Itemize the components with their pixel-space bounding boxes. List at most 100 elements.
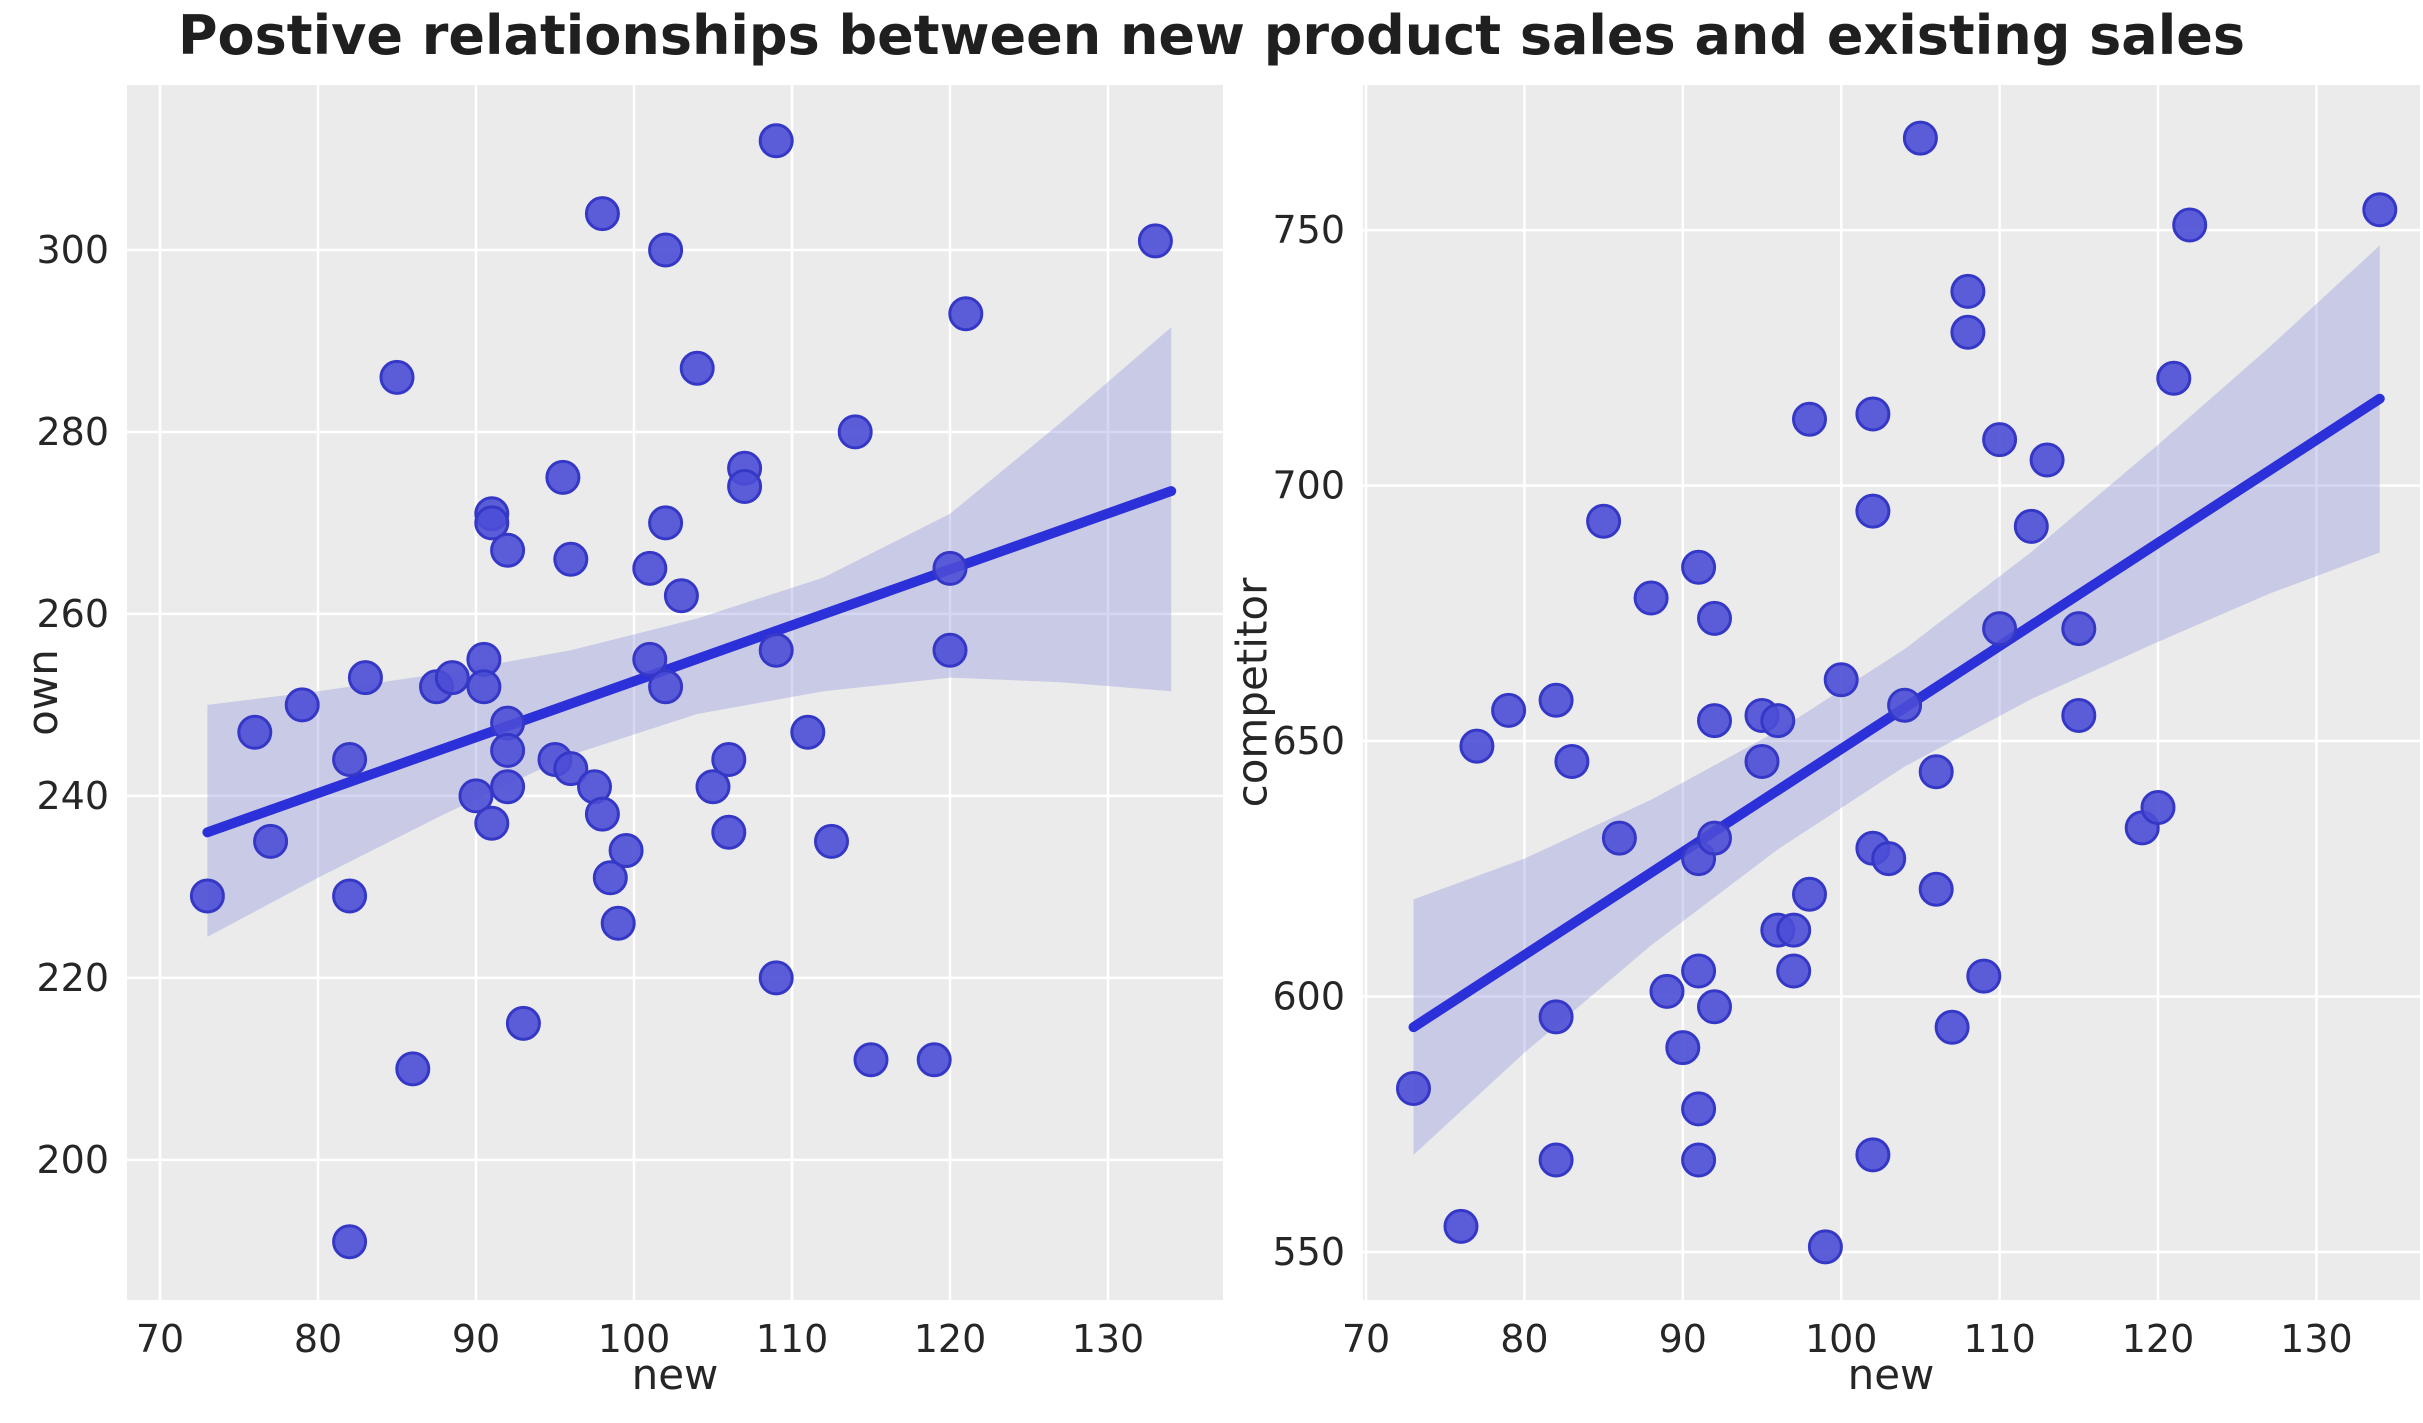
scatter-point xyxy=(1982,422,2018,458)
scatter-point xyxy=(2061,611,2097,647)
scatter-point xyxy=(2013,508,2049,544)
scatter-point xyxy=(837,414,873,450)
y-tick-label: 700 xyxy=(1272,464,1345,508)
scatter-point xyxy=(395,1051,431,1087)
x-tick-label: 100 xyxy=(598,1317,671,1361)
scatter-point xyxy=(1538,682,1574,718)
figure-title: Postive relationships between new produc… xyxy=(177,4,2246,67)
scatter-point xyxy=(758,632,794,668)
y-tick-label: 280 xyxy=(36,410,109,454)
scatter-point xyxy=(458,778,494,814)
scatter-point xyxy=(379,359,415,395)
scatter-point xyxy=(332,742,368,777)
scatter-point xyxy=(1633,580,1669,616)
scatter-point xyxy=(1491,692,1527,728)
scatter-point xyxy=(758,123,794,159)
scatter-point xyxy=(1396,1071,1431,1106)
scatter-point xyxy=(584,796,620,832)
scatter-point xyxy=(790,714,826,750)
y-axis-label-left: own xyxy=(12,492,72,892)
scatter-point xyxy=(332,1224,368,1260)
y-axis-label-right: competitor xyxy=(1222,492,1282,892)
scatter-point xyxy=(711,814,747,850)
scatter-point xyxy=(1586,503,1622,539)
scatter-point xyxy=(1934,1009,1970,1045)
scatter-point xyxy=(711,742,747,777)
x-tick-label: 80 xyxy=(294,1317,342,1361)
x-tick-label: 110 xyxy=(1963,1317,2036,1361)
x-axis-label-right: new xyxy=(1847,1350,1935,1399)
x-tick-label: 100 xyxy=(1805,1317,1878,1361)
scatter-point xyxy=(1950,314,1986,350)
confidence-band xyxy=(207,327,1172,937)
scatter-point xyxy=(545,459,581,495)
scatter-point xyxy=(1792,876,1827,912)
scatter-point xyxy=(1538,1142,1574,1178)
scatter-point xyxy=(1697,820,1732,856)
scatter-point xyxy=(1950,273,1986,309)
scatter-point xyxy=(1918,754,1954,790)
y-tick-label: 650 xyxy=(1272,719,1345,763)
scatter-point xyxy=(916,1042,952,1078)
scatter-point xyxy=(1459,728,1495,764)
scatter-point xyxy=(505,1005,541,1041)
y-tick-label: 750 xyxy=(1272,208,1345,252)
scatter-point xyxy=(490,769,526,805)
plot-area-competitor-vs-new xyxy=(1363,85,2420,1300)
scatter-point xyxy=(648,505,684,541)
scatter-point xyxy=(592,860,628,896)
x-tick-label: 70 xyxy=(136,1317,184,1361)
y-tick-label: 600 xyxy=(1272,975,1345,1019)
y-tick-label: 550 xyxy=(1272,1230,1345,1274)
scatter-point xyxy=(584,196,620,232)
scatter-point xyxy=(2140,790,2176,825)
scatter-point xyxy=(237,714,273,750)
scatter-point xyxy=(1823,662,1859,698)
x-tick-label: 70 xyxy=(1342,1317,1390,1361)
x-tick-label: 90 xyxy=(1659,1317,1707,1361)
scatter-point xyxy=(1776,912,1812,948)
scatter-point xyxy=(758,960,794,996)
scatter-point xyxy=(1137,223,1173,259)
scatter-point xyxy=(474,505,510,541)
scatter-point xyxy=(466,669,502,705)
scatter-point xyxy=(1697,703,1732,739)
x-tick-label: 80 xyxy=(1500,1317,1548,1361)
scatter-point xyxy=(1697,600,1732,636)
scatter-point xyxy=(1554,744,1590,779)
x-tick-label: 110 xyxy=(756,1317,829,1361)
scatter-point xyxy=(600,905,636,941)
scatter-point xyxy=(1681,1091,1717,1127)
scatter-point xyxy=(474,805,510,841)
scatter-point xyxy=(932,550,968,586)
scatter-point xyxy=(553,541,589,577)
y-tick-label: 200 xyxy=(36,1138,109,1182)
scatter-point xyxy=(2172,207,2208,243)
scatter-point xyxy=(490,532,526,568)
scatter-point xyxy=(1982,611,2018,647)
scatter-point xyxy=(2029,442,2065,478)
y-tick-label: 260 xyxy=(36,592,109,636)
scatter-point xyxy=(1902,120,1938,156)
scatter-point xyxy=(2362,192,2398,228)
scatter-point xyxy=(1760,703,1796,739)
scatter-point xyxy=(679,350,715,386)
scatter-point xyxy=(948,296,984,332)
scatter-point xyxy=(608,833,644,868)
scatter-point xyxy=(1966,958,2002,994)
y-tick-label: 300 xyxy=(36,228,109,272)
scatter-point xyxy=(1776,953,1812,989)
scatter-point xyxy=(853,1042,889,1078)
scatter-point xyxy=(648,232,684,268)
scatter-point xyxy=(814,823,849,859)
scatter-point xyxy=(1681,1142,1717,1178)
x-tick-label: 90 xyxy=(452,1317,500,1361)
scatter-point xyxy=(1918,871,1954,907)
scatter-point xyxy=(727,469,763,504)
x-axis-label-left: new xyxy=(631,1350,719,1399)
scatter-point xyxy=(490,732,526,768)
scatter-point xyxy=(663,578,699,614)
y-axis-label-left-text: own xyxy=(17,648,67,736)
y-tick-label: 220 xyxy=(36,956,109,1000)
scatter-point xyxy=(932,632,968,668)
